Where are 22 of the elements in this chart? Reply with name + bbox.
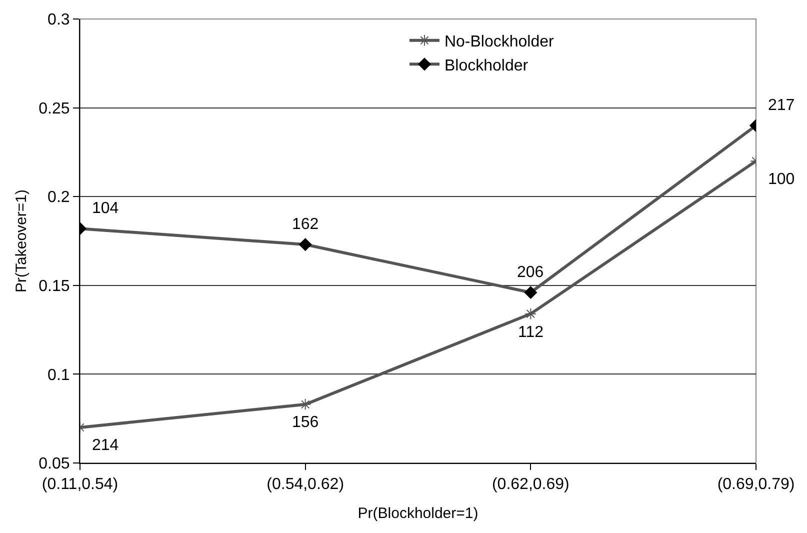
x-axis-title: Pr(Blockholder=1): [358, 505, 478, 522]
y-tick-label: 0.3: [48, 12, 70, 29]
annotation: 206: [517, 264, 544, 281]
x-tick-label: (0.69,0.79): [717, 476, 795, 494]
annotation: 156: [292, 414, 319, 431]
y-tick-label: 0.05: [38, 456, 70, 473]
y-axis-title: Pr(Takeover=1): [12, 190, 30, 292]
annotation: 217: [768, 97, 795, 114]
x-tick-label: (0.11,0.54): [42, 476, 118, 494]
annotation: 112: [518, 324, 544, 341]
y-tick-label: 0.1: [48, 366, 70, 384]
annotation: 104: [92, 200, 119, 217]
annotation: 100: [768, 171, 795, 188]
legend-label: Blockholder: [444, 57, 529, 74]
annotation: 214: [92, 437, 119, 454]
y-tick-label: 0.15: [38, 278, 70, 295]
legend-label: No-Blockholder: [444, 34, 555, 51]
x-tick-label: (0.54,0.62): [266, 476, 344, 494]
x-tick-label: (0.62,0.69): [492, 476, 570, 494]
y-tick-label: 0.2: [48, 189, 70, 206]
y-tick-label: 0.25: [38, 100, 70, 118]
annotation: 162: [292, 216, 319, 233]
